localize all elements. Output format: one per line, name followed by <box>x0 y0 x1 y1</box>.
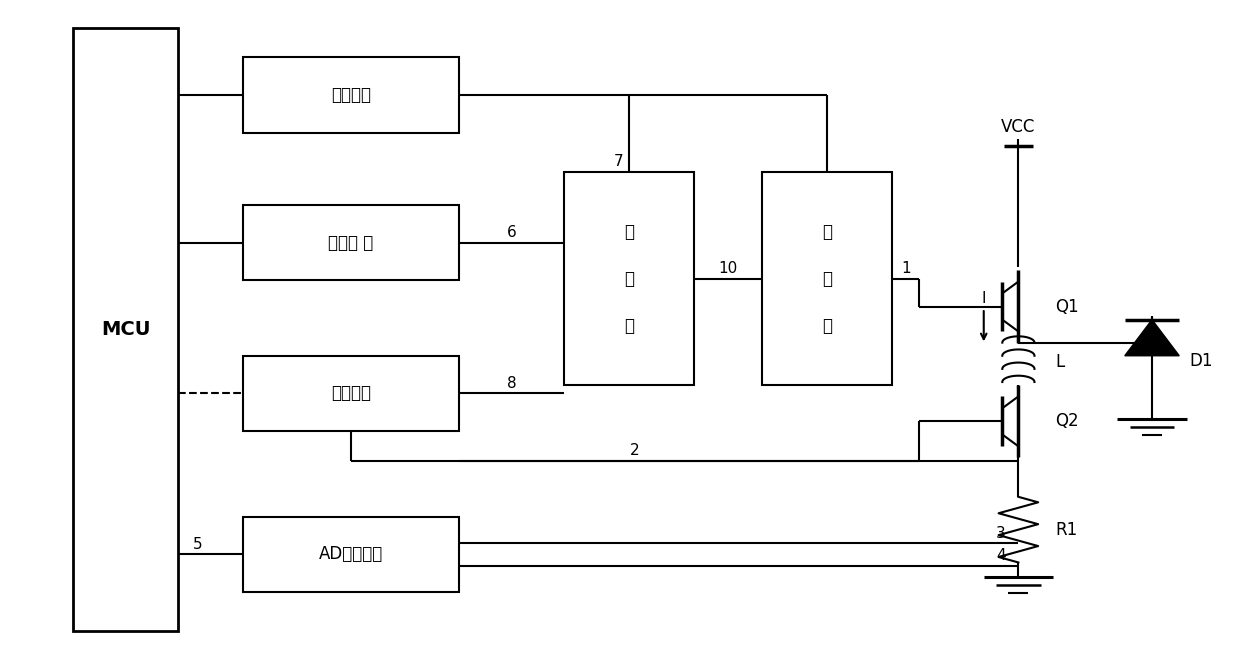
Text: 逻: 逻 <box>624 223 635 241</box>
Text: L: L <box>1055 353 1065 371</box>
Bar <box>243 356 459 431</box>
Bar <box>243 205 459 280</box>
Bar <box>243 517 459 592</box>
Text: I: I <box>982 291 986 306</box>
Text: VCC: VCC <box>1001 119 1035 136</box>
Bar <box>73 28 179 631</box>
Text: D1: D1 <box>1189 352 1213 370</box>
Text: 辑: 辑 <box>822 270 832 287</box>
Text: 1: 1 <box>901 262 910 276</box>
Bar <box>763 172 893 386</box>
Text: 4: 4 <box>997 548 1006 563</box>
Text: 开环驱动: 开环驱动 <box>331 86 371 104</box>
Text: R1: R1 <box>1055 521 1078 538</box>
Polygon shape <box>1125 320 1179 356</box>
Text: 8: 8 <box>507 376 517 391</box>
Text: 7: 7 <box>614 154 622 169</box>
Text: 2: 2 <box>630 444 640 459</box>
Text: 3: 3 <box>996 526 1006 540</box>
Text: 闭环驱 动: 闭环驱 动 <box>329 233 373 252</box>
Text: Q1: Q1 <box>1055 297 1079 316</box>
Text: 5: 5 <box>193 537 203 552</box>
Text: 10: 10 <box>719 262 738 276</box>
Bar <box>243 57 459 132</box>
Text: 与: 与 <box>624 316 635 335</box>
Bar <box>564 172 694 386</box>
Text: 或: 或 <box>822 316 832 335</box>
Text: 6: 6 <box>507 225 517 241</box>
Text: 辑: 辑 <box>624 270 635 287</box>
Text: Q2: Q2 <box>1055 413 1079 430</box>
Text: 反馈电路: 反馈电路 <box>331 384 371 403</box>
Text: 逻: 逻 <box>822 223 832 241</box>
Text: AD采样模块: AD采样模块 <box>319 545 383 563</box>
Text: MCU: MCU <box>100 320 150 339</box>
